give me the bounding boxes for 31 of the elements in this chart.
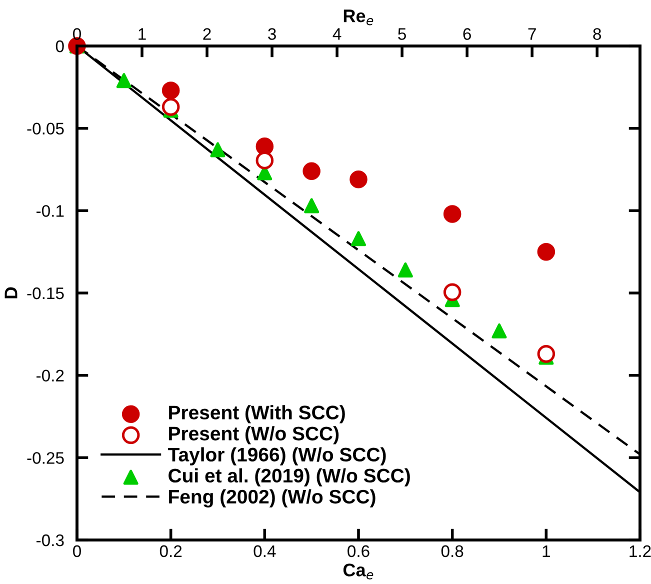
y-tick-label: -0.3: [36, 534, 64, 546]
x-axis-title: Ca$_{e}$: [343, 564, 374, 580]
x2-tick-label: 5: [398, 28, 406, 40]
y-tick-label: -0.2: [36, 370, 64, 382]
x2-tick-label: 4: [332, 28, 342, 40]
legend-label: Taylor (1966) (W/o SCC): [168, 447, 386, 466]
x2-tick-label: 1: [138, 28, 146, 40]
y-tick-label: -0.15: [27, 287, 64, 300]
x-tick-label: 0.4: [254, 545, 276, 558]
x2-tick-label: 0: [73, 28, 81, 40]
legend-label: Present (With SCC): [169, 405, 345, 424]
legend-label: Feng (2002) (W/o SCC): [169, 489, 376, 508]
y-tick-label: -0.05: [27, 122, 64, 135]
y-axis-title: D: [4, 287, 18, 298]
legend-label: Cui et al. (2019) (W/o SCC): [168, 468, 410, 486]
x2-tick-label: 6: [463, 28, 471, 40]
x2-tick-label: 7: [528, 28, 536, 40]
y-tick-label: 0: [56, 40, 64, 52]
x-tick-label: 0.6: [348, 545, 370, 558]
x-tick-label: 1: [542, 545, 550, 557]
y-tick-label: -0.25: [27, 452, 64, 464]
x-tick-label: 0: [73, 545, 81, 558]
x2-tick-label: 3: [268, 28, 276, 40]
x2-axis-title: Re$_{e}$: [344, 10, 374, 26]
x-tick-label: 0.8: [441, 545, 464, 558]
x2-tick-label: 8: [593, 28, 602, 40]
x2-tick-label: 2: [203, 28, 211, 40]
x-tick-label: 1.2: [630, 545, 651, 557]
legend-label: Present (W/o SCC): [169, 426, 339, 444]
y-tick-label: -0.1: [36, 205, 64, 217]
x-tick-label: 0.2: [160, 545, 182, 558]
